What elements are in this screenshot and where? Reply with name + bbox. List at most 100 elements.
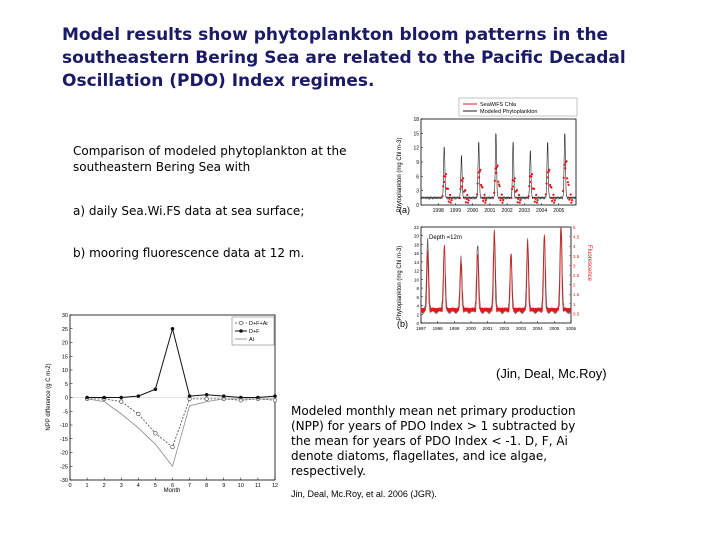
legend: SeaWiFS Chla Modeled Phytoplankton — [458, 97, 578, 117]
x-tick-label: 2005 — [553, 208, 564, 214]
y-axis-label: NPP difference (g C m-2) — [46, 363, 52, 430]
seawifs-point — [553, 201, 556, 204]
data-point — [136, 411, 141, 417]
y2-tick-label: 4.5 — [573, 235, 580, 240]
y-tick-label: 25 — [62, 327, 68, 333]
y-axis-label: Phytoplankton (mg Chl m-3) — [397, 138, 403, 213]
seawifs-point — [449, 201, 452, 204]
seawifs-point — [502, 199, 505, 202]
seawifs-point — [498, 185, 501, 188]
x-tick-label: 1998 — [433, 208, 444, 214]
seawifs-point — [497, 183, 501, 186]
seawifs-point — [529, 180, 532, 184]
y-tick-label: 0 — [416, 321, 419, 326]
seawifs-point — [500, 193, 503, 196]
seawifs-point — [563, 163, 566, 166]
seawifs-point — [567, 183, 570, 186]
y-tick-label: 10 — [414, 277, 420, 282]
seawifs-point — [530, 172, 534, 176]
y-tick-label: 20 — [414, 234, 420, 239]
seawifs-point — [449, 193, 452, 196]
seawifs-point — [461, 180, 464, 183]
y2-tick-label: 5 — [573, 225, 576, 230]
seawifs-point — [467, 199, 470, 202]
x-tick-label: 1999 — [450, 208, 461, 214]
seawifs-point — [536, 199, 539, 202]
series-line-model — [420, 226, 572, 315]
seawifs-point — [466, 201, 470, 204]
x-tick-label: 3 — [120, 483, 123, 489]
x-tick-label: 1999 — [449, 326, 460, 331]
y-tick-label: 22 — [414, 225, 420, 230]
x-tick-label: 8 — [205, 483, 208, 489]
panel-label: (b) — [397, 319, 408, 329]
legend-label: Modeled Phytoplankton — [480, 109, 537, 115]
y-tick-label: 16 — [414, 251, 420, 256]
seawifs-point — [547, 170, 550, 173]
y-tick-label: 14 — [414, 260, 420, 265]
y-tick-label: -15 — [60, 437, 68, 443]
seawifs-point — [553, 199, 556, 202]
x-tick-label: 2 — [103, 483, 106, 489]
y-tick-label: 4 — [416, 304, 419, 309]
x-tick-label: 2002 — [499, 326, 510, 331]
seawifs-point — [519, 199, 522, 202]
legend-box — [458, 97, 578, 117]
seawifs-point — [517, 197, 520, 201]
seawifs-point — [510, 196, 513, 200]
seawifs-point — [484, 201, 487, 204]
seawifs-point — [565, 160, 568, 163]
seawifs-point — [450, 199, 453, 202]
data-point — [153, 387, 158, 392]
seawifs-point — [464, 189, 467, 192]
seawifs-point — [481, 186, 484, 189]
data-point — [204, 396, 209, 401]
data-point — [119, 399, 124, 404]
data-point — [170, 326, 175, 331]
x-tick-label: 2000 — [466, 326, 477, 331]
y-tick-label: 30 — [62, 313, 68, 319]
y2-tick-label: 0.5 — [573, 311, 580, 316]
plot-frame — [420, 118, 577, 206]
seawifs-point — [518, 201, 521, 204]
y2-tick-label: 3.5 — [573, 254, 580, 259]
panel-label: (a) — [399, 205, 410, 215]
x-tick-label: 2004 — [533, 326, 544, 331]
comparison-line: Comparison of modeled phytoplankton at t… — [73, 144, 347, 158]
series-line-fluorescence — [420, 226, 572, 314]
seawifs-point — [475, 193, 479, 196]
comparison-item-a: a) daily Sea.Wi.FS data at sea surface; — [73, 204, 305, 218]
y-tick-label: 10 — [62, 368, 68, 374]
chart-mooring-comparison: 0 2 4 6 8 10 12 14 16 18 20 22 0.5 1 1.5 2 2.5 3 3.5 4 4.5 5… — [397, 225, 592, 331]
chart-seawifs-comparison: 0 3 6 9 12 15 18 1998 1999 2000 2001 2002 2003 2004 2… — [397, 97, 578, 215]
seawifs-point — [482, 199, 485, 203]
seawifs-point — [483, 193, 486, 196]
legend-label: D+F — [249, 329, 260, 335]
seawifs-point — [545, 182, 548, 185]
data-point — [102, 395, 106, 400]
y-tick-label: -30 — [60, 478, 68, 484]
legend-label: D+F+Ai — [249, 321, 268, 327]
seawifs-point — [548, 183, 552, 187]
citation: Jin, Deal, Mc.Roy, et al. 2006 (JGR). — [291, 489, 437, 499]
title-line: Model results show phytoplankton bloom p… — [62, 25, 609, 45]
seawifs-point — [550, 186, 553, 189]
y2-tick-label: 4 — [573, 244, 576, 249]
series-line-dfai — [87, 398, 276, 448]
seawifs-point — [566, 181, 570, 184]
x-tick-label: 2003 — [516, 326, 527, 331]
seawifs-point — [566, 177, 569, 180]
seawifs-point — [464, 201, 468, 204]
x-axis-label: Month — [164, 488, 181, 494]
title-line: Oscillation (PDO) Index regimes. — [62, 71, 375, 91]
y-tick-label: 0 — [416, 203, 419, 209]
y-tick-label: 15 — [62, 354, 68, 360]
seawifs-point — [562, 176, 565, 179]
seawifs-point — [462, 177, 465, 180]
caption-line: the mean for years of PDO Index < -1. D,… — [291, 434, 568, 448]
seawifs-point — [568, 196, 572, 199]
x-tick-label: 7 — [188, 483, 191, 489]
x-tick-label: 1997 — [416, 326, 427, 331]
data-point — [204, 392, 209, 397]
title-line: southeastern Bering Sea are related to t… — [62, 48, 626, 68]
